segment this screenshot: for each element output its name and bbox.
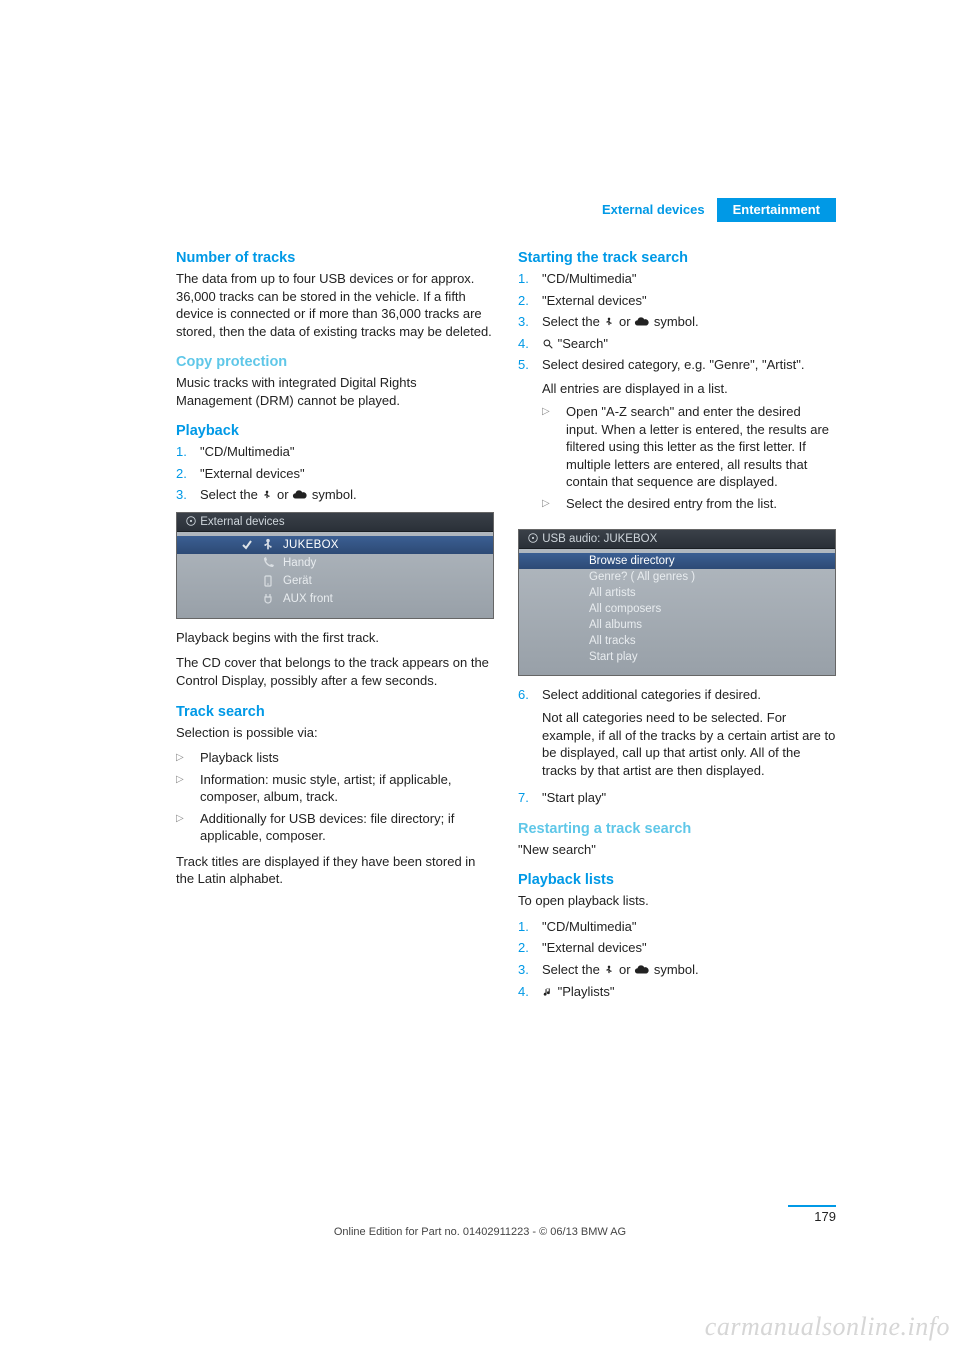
heading-playback-lists: Playback lists xyxy=(518,872,836,888)
step-text: All entries are displayed in a list. xyxy=(542,380,836,398)
heading-playback: Playback xyxy=(176,423,494,439)
mock-row: Gerät xyxy=(177,572,493,590)
step-text: Select additional categories if desired. xyxy=(542,686,836,704)
step-1: 1."CD/Multimedia" xyxy=(518,270,836,288)
heading-starting-track-search: Starting the track search xyxy=(518,250,836,266)
page-number: 179 xyxy=(788,1205,836,1224)
step-6: 6. Select additional categories if desir… xyxy=(518,686,836,786)
step-5-sublist: Open "A-Z search" and enter the desired … xyxy=(542,403,836,512)
step-7: 7."Start play" xyxy=(518,789,836,807)
usb-icon xyxy=(603,965,615,975)
mock-row: All tracks xyxy=(519,633,835,649)
para: The CD cover that belongs to the track a… xyxy=(176,654,494,689)
section-tab: Entertainment xyxy=(717,198,836,222)
mock-row: Start play xyxy=(519,649,835,665)
para: To open playback lists. xyxy=(518,892,836,910)
mock-row-browse: Browse directory xyxy=(519,553,835,569)
page-header: External devices Entertainment xyxy=(590,198,836,222)
list-item: Information: music style, artist; if app… xyxy=(176,771,494,806)
list-item: Additionally for USB devices: file direc… xyxy=(176,810,494,845)
para: Music tracks with integrated Digital Rig… xyxy=(176,374,494,409)
idrive-screenshot-external-devices: External devices JUKEBOX Handy Gerät AUX… xyxy=(176,512,494,619)
mock-row: Genre? ( All genres ) xyxy=(519,569,835,585)
dev-icon xyxy=(261,574,275,588)
mock-row: All albums xyxy=(519,617,835,633)
mock-row: Handy xyxy=(177,554,493,572)
heading-copy-protection: Copy protection xyxy=(176,354,494,370)
heading-track-search: Track search xyxy=(176,704,494,720)
check-icon xyxy=(241,539,253,551)
list-item: Select the desired entry from the list. xyxy=(542,495,836,513)
content-columns: Number of tracks The data from up to fou… xyxy=(176,250,836,1008)
step-4: 4. "Search" xyxy=(518,335,836,353)
right-column: Starting the track search 1."CD/Multimed… xyxy=(518,250,836,1008)
watermark: carmanualsonline.info xyxy=(705,1312,950,1342)
step-2: 2."External devices" xyxy=(518,939,836,957)
disc-icon xyxy=(527,533,539,543)
usb-icon xyxy=(261,490,273,500)
breadcrumb: External devices xyxy=(590,198,717,222)
para: Track titles are displayed if they have … xyxy=(176,853,494,888)
step-text: Select desired category, e.g. "Genre", "… xyxy=(542,356,836,374)
step-3: 3. Select the or symbol. xyxy=(518,961,836,979)
footer-copyright: Online Edition for Part no. 01402911223 … xyxy=(0,1226,960,1238)
mock-titlebar: USB audio: JUKEBOX xyxy=(519,530,835,549)
list-item: Open "A-Z search" and enter the desired … xyxy=(542,403,836,491)
para: The data from up to four USB devices or … xyxy=(176,270,494,340)
track-search-options: Playback lists Information: music style,… xyxy=(176,749,494,845)
cloud-icon xyxy=(634,317,650,327)
cloud-icon xyxy=(634,965,650,975)
para: Selection is possible via: xyxy=(176,724,494,742)
step-text: Not all categories need to be selected. … xyxy=(542,709,836,779)
para: "New search" xyxy=(518,841,836,859)
step-1: 1."CD/Multimedia" xyxy=(518,918,836,936)
cloud-icon xyxy=(292,490,308,500)
plug-icon xyxy=(261,592,275,606)
idrive-screenshot-usb-audio: USB audio: JUKEBOX Browse directory Genr… xyxy=(518,529,836,676)
step-3: 3. Select the or symbol. xyxy=(518,313,836,331)
usb-icon xyxy=(603,317,615,327)
phone-icon xyxy=(261,556,275,570)
start-search-steps-cont: 6. Select additional categories if desir… xyxy=(518,686,836,807)
left-column: Number of tracks The data from up to fou… xyxy=(176,250,494,1008)
mock-row-jukebox: JUKEBOX xyxy=(177,536,493,554)
mock-row: All artists xyxy=(519,585,835,601)
step-5: 5. Select desired category, e.g. "Genre"… xyxy=(518,356,836,520)
step-3: 3. Select the or symbol. xyxy=(176,486,494,504)
heading-restarting: Restarting a track search xyxy=(518,821,836,837)
list-item: Playback lists xyxy=(176,749,494,767)
mock-titlebar: External devices xyxy=(177,513,493,532)
mock-row: AUX front xyxy=(177,590,493,608)
playback-lists-steps: 1."CD/Multimedia" 2."External devices" 3… xyxy=(518,918,836,1000)
para: Playback begins with the first track. xyxy=(176,629,494,647)
start-search-steps: 1."CD/Multimedia" 2."External devices" 3… xyxy=(518,270,836,521)
step-4: 4. "Playlists" xyxy=(518,983,836,1001)
usb-icon xyxy=(261,538,275,552)
step-1: 1."CD/Multimedia" xyxy=(176,443,494,461)
manual-page: External devices Entertainment Number of… xyxy=(0,0,960,1358)
search-icon xyxy=(542,339,554,349)
disc-icon xyxy=(185,516,197,526)
mock-row: All composers xyxy=(519,601,835,617)
note-icon xyxy=(542,987,554,997)
playback-steps: 1."CD/Multimedia" 2."External devices" 3… xyxy=(176,443,494,504)
step-2: 2."External devices" xyxy=(176,465,494,483)
step-2: 2."External devices" xyxy=(518,292,836,310)
heading-number-of-tracks: Number of tracks xyxy=(176,250,494,266)
